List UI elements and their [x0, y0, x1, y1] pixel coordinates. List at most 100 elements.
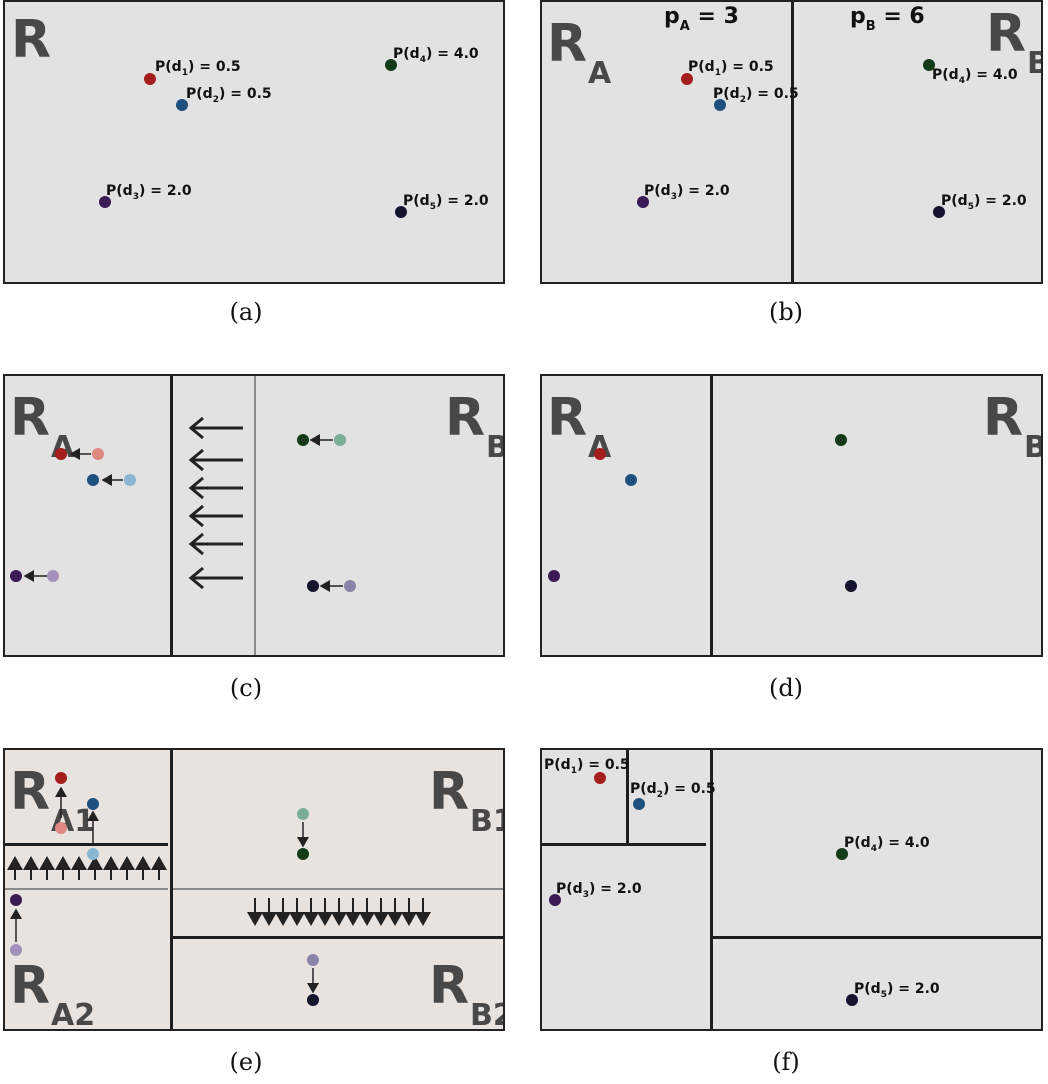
region-label-sub: A2 [51, 998, 96, 1031]
region-label-main: R [445, 388, 486, 448]
region-label-main: R [11, 10, 52, 70]
region-label-sub: B [1027, 46, 1041, 81]
left-arrow-icon [188, 504, 243, 528]
divider-old [170, 376, 173, 655]
point-d5 [395, 206, 407, 218]
label-sub: 2 [656, 790, 663, 800]
label-pre: P(d [932, 67, 959, 83]
region-label-sub: A [588, 56, 612, 91]
region-label-RA: RA [547, 392, 611, 463]
label-sub: 3 [582, 890, 589, 900]
point-d2 [87, 798, 99, 810]
label-pre: P(d [844, 835, 871, 851]
label-post: ) = 0.5 [720, 59, 774, 75]
label-sub: 2 [212, 95, 219, 105]
label-pre: P(d [854, 981, 881, 997]
region-label-RA2: RA2 [10, 960, 95, 1029]
region-label-RB1: RB1 [429, 766, 503, 837]
label-d4: P(d4) = 4.0 [393, 46, 479, 65]
point-d2 [714, 99, 726, 111]
label-d1: P(d1) = 0.5 [155, 59, 241, 78]
divider-AB [710, 376, 713, 655]
divider-B-new [173, 936, 503, 939]
label-pre: P(d [941, 193, 968, 209]
label-pre: P(d [713, 86, 740, 102]
region-label-main: R [429, 956, 470, 1016]
point-d5-old [344, 580, 356, 592]
divider-A-old [5, 843, 168, 846]
divider-A [542, 843, 706, 846]
panel-e: RA1 RA2 RB1 RB2 [3, 748, 505, 1031]
label-pre: P(d [393, 46, 420, 62]
pop-post: = 3 [689, 4, 739, 29]
region-label-sub: B1 [470, 804, 503, 839]
label-d1: P(d1) = 0.5 [688, 59, 774, 78]
panel-f: P(d1) = 0.5 P(d2) = 0.5 P(d3) = 2.0 P(d4… [540, 748, 1043, 1031]
point-d3 [10, 570, 22, 582]
label-d4: P(d4) = 4.0 [932, 67, 1018, 86]
label-sub: 5 [967, 202, 974, 212]
region-label-RB: RB [445, 392, 503, 463]
point-d4 [835, 434, 847, 446]
point-d1 [594, 448, 606, 460]
label-d2: P(d2) = 0.5 [186, 86, 272, 105]
panel-a: R P(d1) = 0.5 P(d2) = 0.5 P(d3) = 2.0 P(… [3, 0, 505, 284]
point-d1 [55, 448, 67, 460]
label-d3: P(d3) = 2.0 [106, 183, 192, 202]
pop-sub: A [679, 19, 690, 34]
label-post: ) = 0.5 [576, 757, 630, 773]
point-d3-old [47, 570, 59, 582]
point-d2 [176, 99, 188, 111]
point-d3 [99, 196, 111, 208]
label-d4: P(d4) = 4.0 [844, 835, 930, 854]
label-post: ) = 0.5 [218, 86, 272, 102]
label-pre: P(d [155, 59, 182, 75]
region-label-main: R [10, 762, 51, 822]
point-d2 [87, 474, 99, 486]
pop-post: = 6 [875, 4, 925, 29]
label-sub: 1 [714, 68, 721, 78]
label-post: ) = 0.5 [745, 86, 799, 102]
population-A: pA = 3 [664, 4, 739, 34]
region-label-RB: RB [983, 392, 1041, 463]
label-sub: 5 [429, 202, 436, 212]
left-arrow-icon [188, 476, 243, 500]
point-d4 [385, 59, 397, 71]
region-label-main: R [986, 4, 1027, 64]
label-post: ) = 2.0 [676, 183, 730, 199]
point-d3 [637, 196, 649, 208]
label-d5: P(d5) = 2.0 [854, 981, 940, 1000]
region-label-main: R [10, 388, 51, 448]
point-d2-old [87, 848, 99, 860]
label-pre: P(d [106, 183, 133, 199]
panel-d: RA RB [540, 374, 1043, 657]
caption-d: (d) [768, 674, 804, 702]
label-post: ) = 2.0 [886, 981, 940, 997]
region-label-main: R [10, 956, 51, 1016]
region-label-R: R [11, 14, 51, 66]
label-post: ) = 0.5 [187, 59, 241, 75]
caption-b: (b) [768, 298, 804, 326]
left-arrow-icon [188, 532, 243, 556]
divider-A-new [5, 888, 168, 890]
point-d1-old [92, 448, 104, 460]
label-d5: P(d5) = 2.0 [941, 193, 1027, 212]
label-sub: 1 [181, 68, 188, 78]
label-pre: P(d [688, 59, 715, 75]
divider-AB [170, 750, 173, 1029]
point-d2 [625, 474, 637, 486]
region-label-sub: B [1024, 430, 1041, 465]
pop-sub: B [865, 19, 876, 34]
point-d1-old [55, 822, 67, 834]
divider-B-old [173, 888, 503, 890]
label-d2: P(d2) = 0.5 [630, 782, 716, 800]
label-pre: P(d [644, 183, 671, 199]
label-pre: P(d [556, 881, 583, 897]
label-sub: 3 [132, 192, 139, 202]
pop-pre: p [850, 4, 866, 29]
label-sub: 1 [570, 766, 577, 776]
pop-pre: p [664, 4, 680, 29]
region-label-main: R [429, 762, 470, 822]
region-label-sub: B2 [470, 998, 503, 1031]
point-d5-old [307, 954, 319, 966]
